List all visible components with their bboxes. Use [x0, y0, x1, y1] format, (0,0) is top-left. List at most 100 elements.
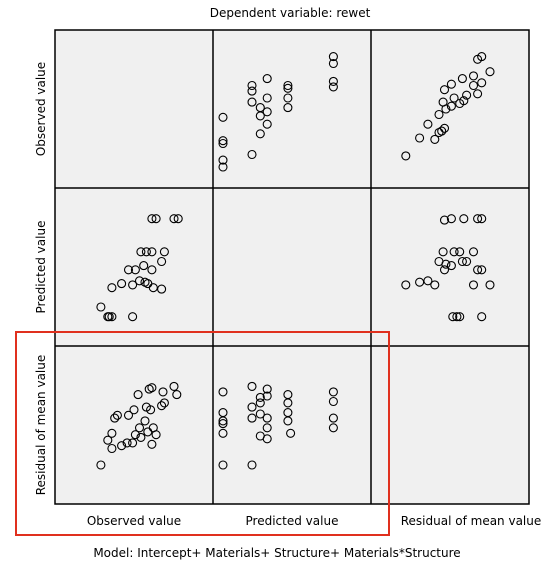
data-point — [159, 247, 169, 257]
data-point — [147, 247, 157, 257]
data-point — [262, 119, 272, 129]
data-point — [430, 280, 440, 290]
data-point — [136, 247, 146, 257]
data-point — [247, 80, 257, 91]
data-point — [449, 247, 459, 257]
model-caption: Model: Intercept+ Materials+ Structure+ … — [93, 546, 460, 560]
data-point — [455, 247, 465, 257]
row-label-predicted: Predicted value — [34, 221, 48, 314]
data-point — [247, 149, 257, 160]
col-label-predicted: Predicted value — [246, 514, 339, 528]
data-point — [151, 430, 161, 440]
data-point — [159, 398, 169, 408]
data-point — [457, 74, 467, 84]
data-point — [107, 428, 117, 438]
data-point — [328, 423, 338, 433]
data-point — [172, 390, 182, 400]
data-point — [117, 441, 127, 451]
data-point — [468, 280, 479, 290]
data-point — [96, 460, 106, 470]
data-point — [446, 101, 456, 111]
data-point — [468, 71, 479, 81]
data-point — [448, 312, 458, 322]
data-point — [218, 155, 228, 165]
data-point — [441, 259, 451, 269]
data-point — [485, 67, 495, 77]
data-point — [158, 387, 168, 397]
data-point — [139, 261, 149, 271]
data-point — [262, 391, 272, 401]
data-point — [169, 381, 179, 391]
data-point — [136, 432, 146, 442]
data-point — [446, 214, 456, 224]
data-point — [477, 312, 487, 322]
data-point — [262, 434, 272, 444]
data-point — [123, 265, 134, 275]
data-point — [462, 90, 472, 100]
data-point — [283, 93, 293, 103]
data-point — [129, 405, 139, 415]
data-point — [218, 460, 228, 470]
data-point — [485, 280, 495, 290]
col-label-observed: Observed value — [87, 514, 181, 528]
data-point — [449, 93, 459, 103]
data-point — [173, 214, 183, 224]
data-point — [423, 119, 433, 129]
data-point — [423, 276, 433, 286]
data-point — [255, 103, 265, 113]
data-point — [147, 439, 157, 449]
data-point — [328, 58, 338, 69]
data-point — [107, 283, 117, 293]
data-point — [439, 123, 450, 133]
data-point — [218, 408, 228, 418]
data-point — [455, 312, 465, 322]
data-point — [477, 265, 487, 275]
data-point — [218, 428, 228, 438]
points-layer — [96, 52, 495, 470]
data-point — [157, 256, 167, 267]
data-point — [459, 214, 469, 224]
data-point — [218, 419, 228, 429]
data-point — [446, 79, 456, 89]
data-point — [218, 136, 228, 146]
data-point — [283, 80, 293, 91]
data-point — [473, 89, 483, 99]
data-point — [452, 312, 462, 322]
data-point — [437, 126, 447, 136]
data-point — [147, 214, 157, 224]
data-point — [328, 396, 338, 407]
data-point — [477, 214, 487, 224]
data-point — [107, 312, 117, 322]
data-point — [141, 247, 151, 257]
data-point — [477, 78, 487, 88]
data-point — [473, 214, 483, 224]
data-point — [247, 86, 257, 96]
data-point — [218, 112, 228, 122]
highlight-box — [15, 331, 390, 536]
data-point — [147, 383, 157, 393]
data-point — [328, 82, 338, 92]
data-point — [286, 428, 296, 438]
data-point — [218, 162, 228, 172]
data-point — [96, 302, 106, 312]
data-point — [133, 390, 143, 400]
data-point — [459, 96, 469, 106]
data-point — [128, 438, 138, 448]
data-point — [328, 413, 338, 423]
data-point — [247, 460, 257, 470]
data-point — [283, 390, 293, 400]
data-point — [328, 76, 338, 86]
data-point — [457, 256, 467, 267]
data-point — [401, 280, 411, 290]
data-point — [328, 387, 338, 397]
data-point — [262, 384, 272, 394]
data-point — [255, 129, 265, 139]
data-point — [112, 410, 122, 420]
row-label-observed: Observed value — [34, 62, 48, 156]
data-point — [110, 413, 120, 423]
data-point — [128, 280, 138, 290]
data-point — [468, 247, 479, 257]
data-point — [401, 151, 411, 161]
row-label-residual: Residual of mean value — [34, 355, 48, 496]
